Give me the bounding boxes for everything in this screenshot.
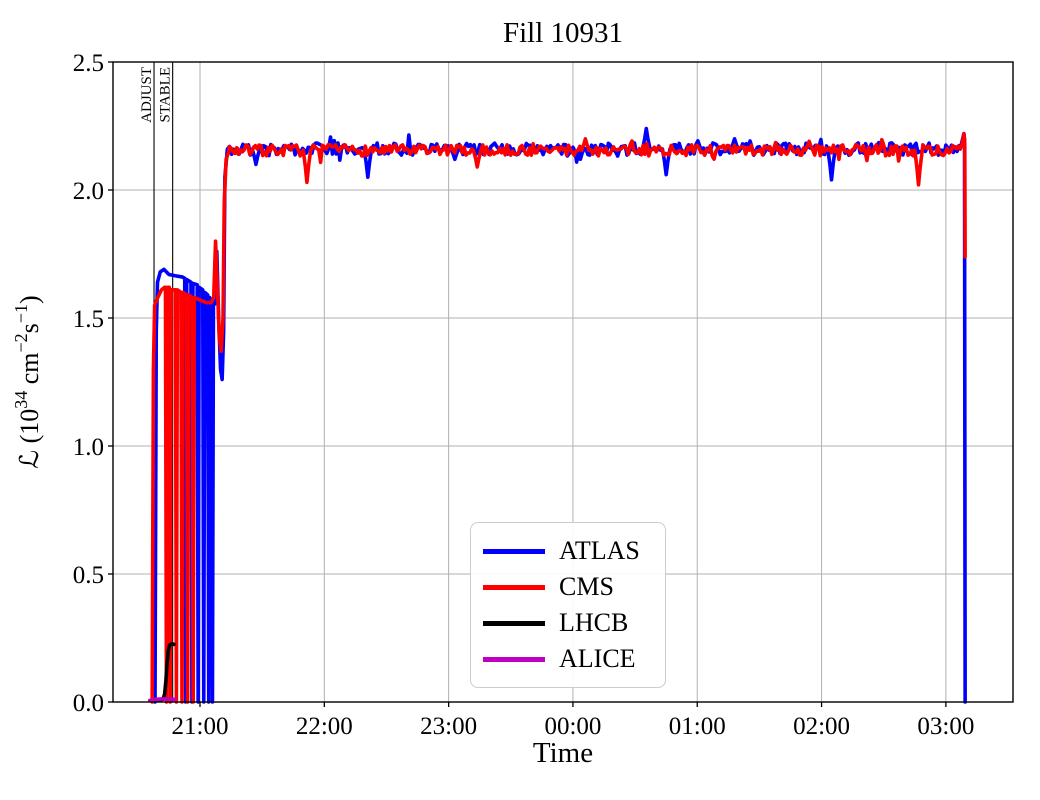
legend-line-sample-alice bbox=[483, 656, 545, 662]
y-tick-label: 2.5 bbox=[73, 50, 104, 77]
x-tick-label: 03:00 bbox=[917, 713, 974, 740]
x-tick-label: 01:00 bbox=[669, 713, 726, 740]
y-axis-label: ℒ (1034 cm−2s−1) bbox=[11, 295, 44, 468]
y-tick-label: 1.0 bbox=[73, 434, 104, 461]
series-line-alice bbox=[147, 697, 177, 703]
y-tick-label: 0.5 bbox=[73, 562, 104, 589]
x-tick-label: 02:00 bbox=[793, 713, 850, 740]
series-line-cms bbox=[150, 131, 967, 704]
x-axis-label: Time bbox=[533, 737, 593, 769]
legend-label: CMS bbox=[559, 572, 614, 601]
legend-label: ALICE bbox=[559, 644, 636, 673]
legend-line-sample-lhcb bbox=[483, 620, 545, 626]
data-series bbox=[147, 126, 967, 704]
legend-line-sample-cms bbox=[483, 584, 545, 590]
annotation-label-adjust: ADJUST bbox=[139, 67, 155, 123]
legend-entry-cms: CMS bbox=[483, 569, 651, 605]
legend-entry-alice: ALICE bbox=[483, 641, 651, 677]
legend-entry-lhcb: LHCB bbox=[483, 605, 651, 641]
x-tick-label: 22:00 bbox=[296, 713, 353, 740]
annotation-label-stable: STABLE bbox=[158, 67, 174, 122]
chart-title: Fill 10931 bbox=[503, 17, 623, 49]
y-tick-label: 0.0 bbox=[73, 690, 104, 717]
legend-label: ATLAS bbox=[559, 536, 640, 565]
plot-border bbox=[112, 61, 1014, 703]
legend-line-sample-atlas bbox=[483, 548, 545, 554]
legend-entry-atlas: ATLAS bbox=[483, 533, 651, 569]
y-tick-label: 1.5 bbox=[73, 306, 104, 333]
legend: ATLAS CMS LHCB ALICE bbox=[470, 522, 666, 688]
x-tick-label: 23:00 bbox=[420, 713, 477, 740]
legend-label: LHCB bbox=[559, 608, 629, 637]
y-tick-label: 2.0 bbox=[73, 178, 104, 205]
axes: 21:00 22:00 23:00 00:00 01:00 02:00 03:00 0.0 0.… bbox=[73, 50, 1014, 740]
x-tick-label: 00:00 bbox=[544, 713, 601, 740]
x-tick-label: 21:00 bbox=[172, 713, 229, 740]
